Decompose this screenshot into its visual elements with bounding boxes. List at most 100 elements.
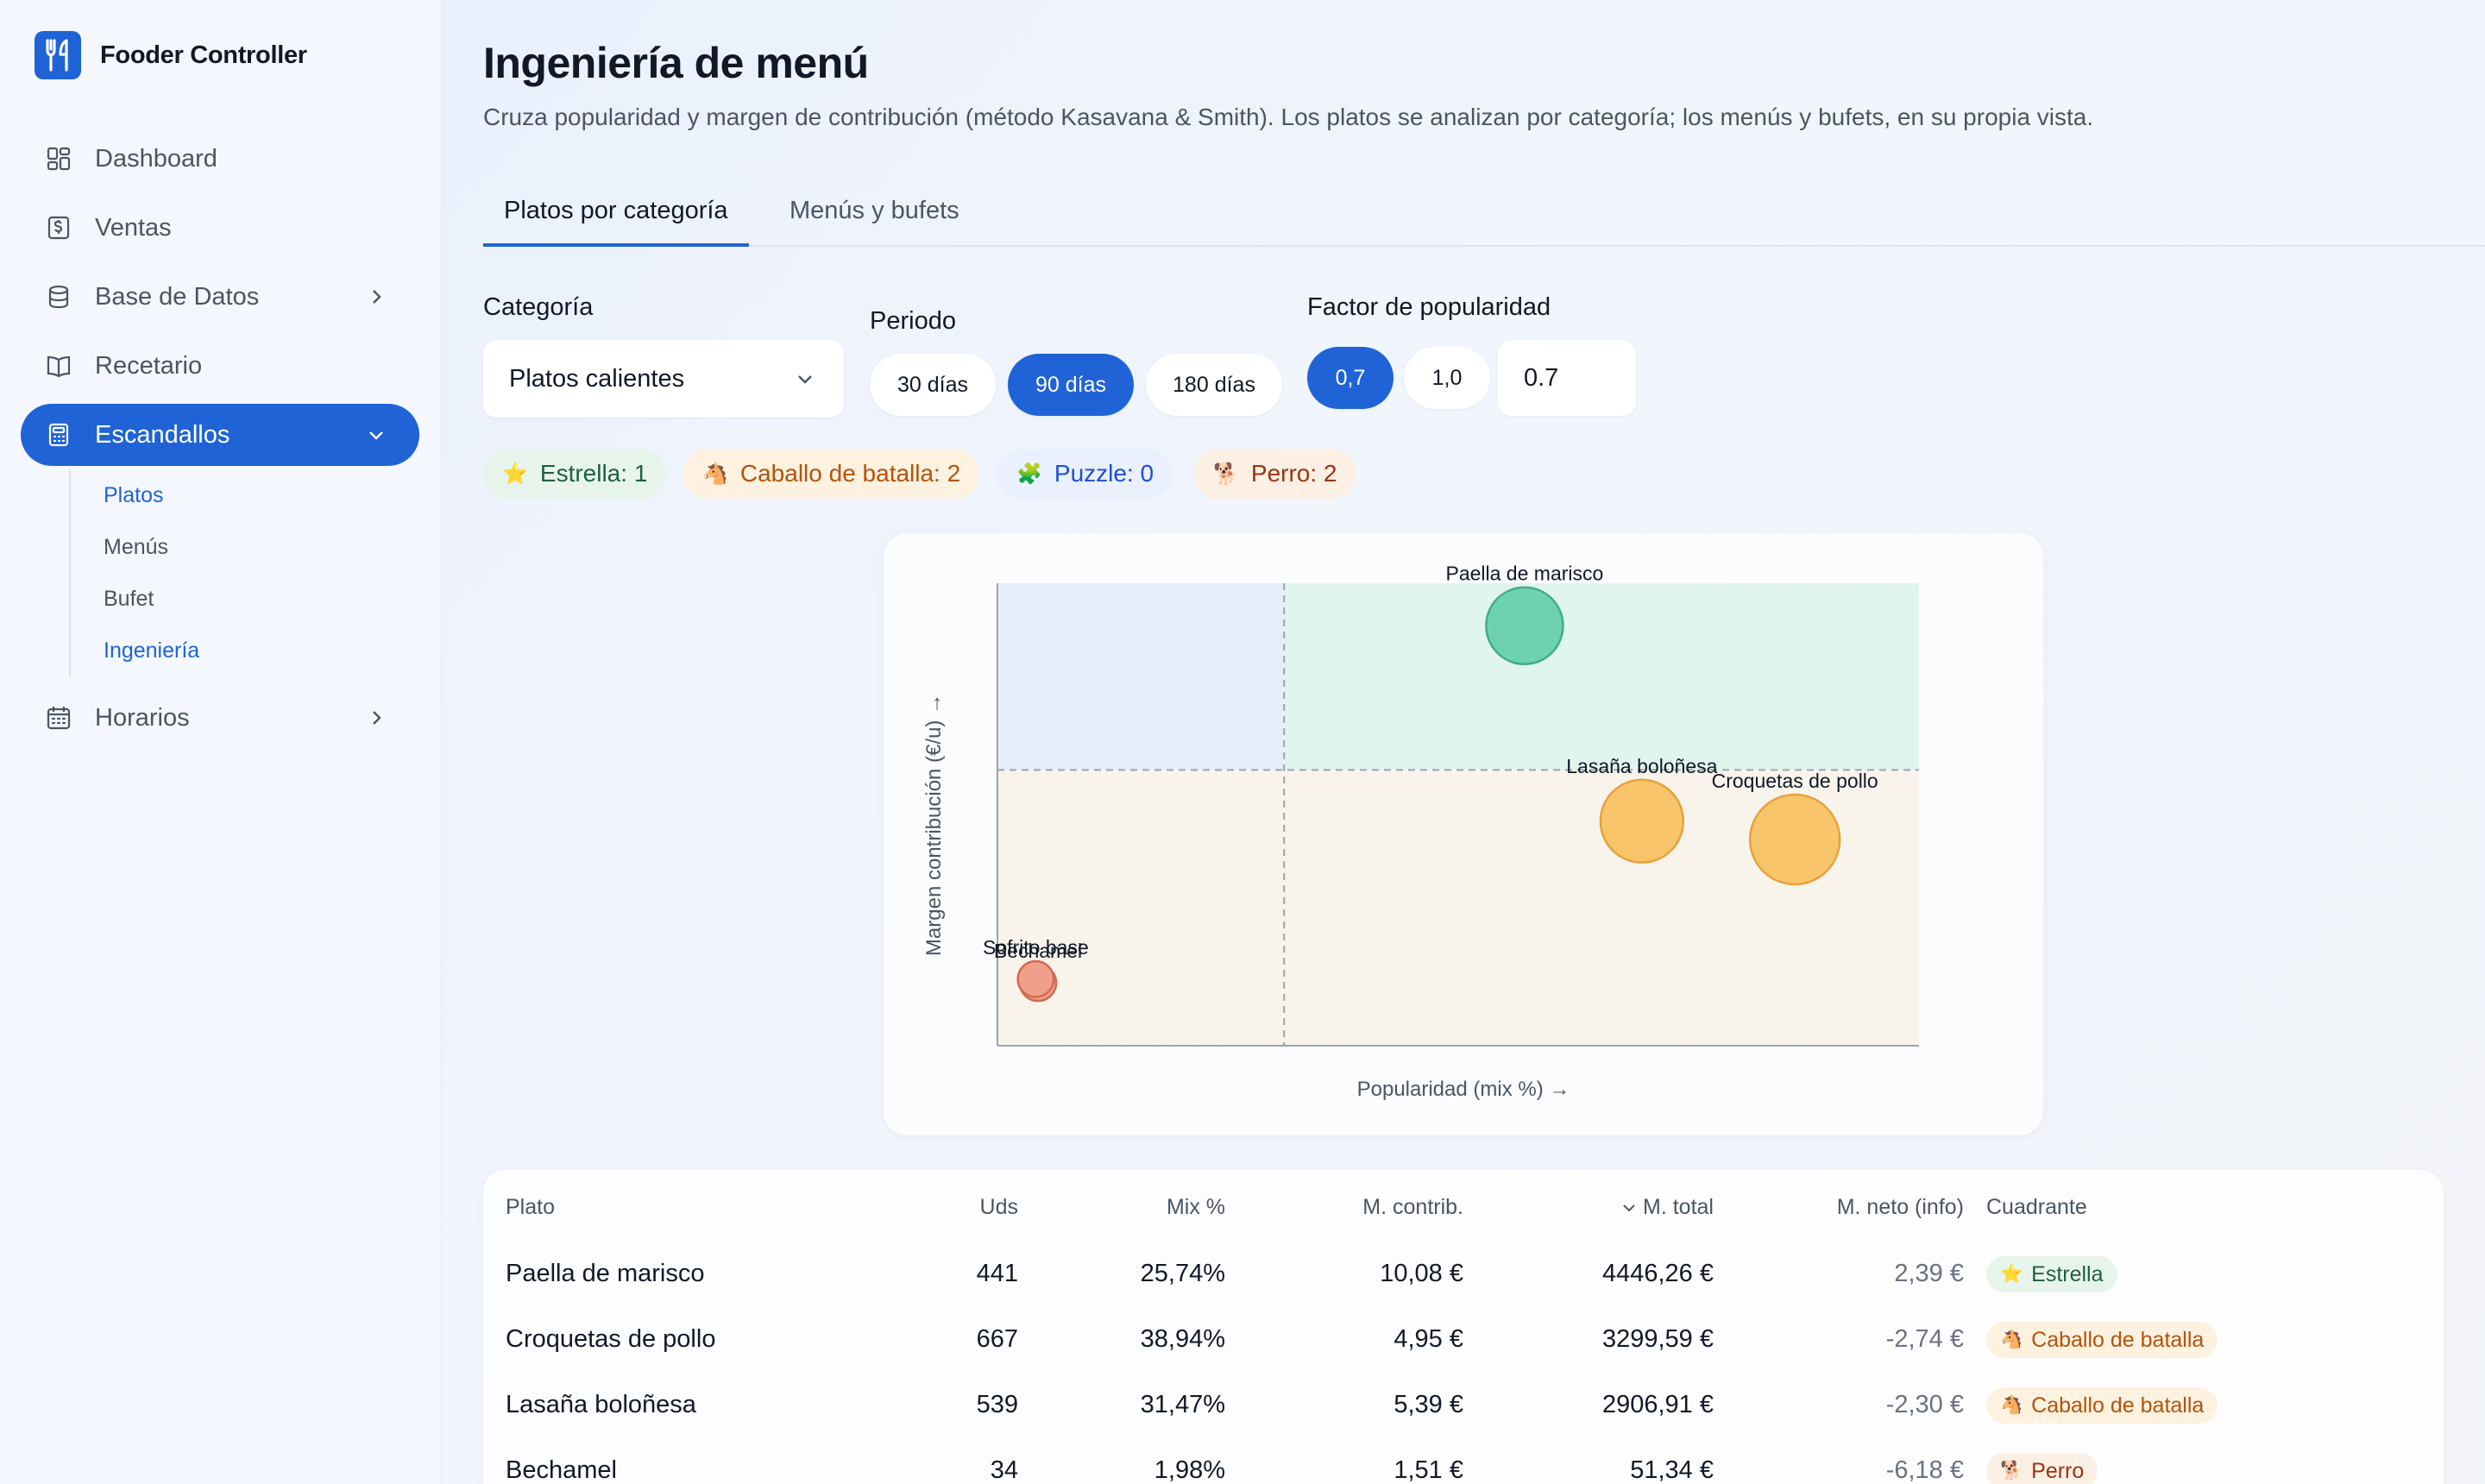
bubble-label: Bechamel bbox=[994, 940, 1082, 962]
sidebar-nav: Dashboard Ventas Base de Datos bbox=[21, 128, 419, 756]
category-select[interactable]: Platos calientes bbox=[483, 340, 844, 418]
column-header-uds[interactable]: Uds bbox=[979, 1195, 1018, 1219]
subnav-item-bufet[interactable]: Bufet bbox=[104, 587, 154, 611]
quadrant-icon: 🐕 bbox=[2000, 1461, 2023, 1481]
sort-desc-icon bbox=[1623, 1204, 1635, 1212]
chevron-right-icon bbox=[373, 711, 381, 725]
dog-icon: 🐕 bbox=[1213, 462, 1239, 486]
page-subtitle: Cruza popularidad y margen de contribuci… bbox=[483, 104, 2094, 130]
quadrant-label: Perro bbox=[2031, 1458, 2085, 1483]
sidebar-item-ventas[interactable]: Ventas bbox=[21, 197, 419, 259]
table-row[interactable]: Lasaña boloñesa 539 31,47% 5,39 € 2906,91 € -… bbox=[483, 1372, 2444, 1437]
period-30-button[interactable]: 30 días bbox=[870, 354, 996, 416]
sidebar-item-label: Escandallos bbox=[95, 420, 230, 449]
dishes-table: Plato Uds Mix % M. contrib. M. total M. … bbox=[483, 1170, 2444, 1484]
cell-mix: 31,47% bbox=[1140, 1391, 1225, 1418]
cell-uds: 667 bbox=[976, 1325, 1018, 1353]
sidebar-item-dashboard[interactable]: Dashboard bbox=[21, 128, 419, 190]
category-value: Platos calientes bbox=[509, 364, 685, 393]
factor-0-7-button[interactable]: 0,7 bbox=[1307, 347, 1393, 409]
cell-mix: 38,94% bbox=[1140, 1325, 1225, 1353]
column-header-mix[interactable]: Mix % bbox=[1166, 1195, 1225, 1219]
quadrant-badge: 🐴 Caballo de batalla bbox=[1986, 1387, 2218, 1424]
calculator-icon bbox=[45, 421, 72, 449]
column-header-plato[interactable]: Plato bbox=[506, 1195, 555, 1219]
bubble-label: Paella de marisco bbox=[1445, 563, 1603, 585]
subnav-item-ingenieria[interactable]: Ingeniería bbox=[104, 638, 200, 663]
dollar-receipt-icon bbox=[45, 214, 72, 242]
cell-m-neto: -6,18 € bbox=[1885, 1456, 1964, 1484]
y-axis-label: Margen contribución (€/u) → bbox=[922, 694, 946, 956]
bubble-sofrito-base bbox=[1016, 959, 1055, 998]
table-row[interactable]: Paella de marisco 441 25,74% 10,08 € 4446,26… bbox=[483, 1241, 2444, 1306]
quadrant-badge: 🐕 Perro bbox=[1986, 1453, 2098, 1484]
tabs: Platos por categoría Menús y bufets bbox=[483, 181, 2485, 247]
quadrant-icon: 🐴 bbox=[2000, 1330, 2023, 1349]
horse-icon: 🐴 bbox=[702, 462, 728, 486]
table-row[interactable]: Croquetas de pollo 667 38,94% 4,95 € 3299,59… bbox=[483, 1306, 2444, 1372]
x-axis-label: Popularidad (mix %) → bbox=[1357, 1078, 1570, 1101]
cell-m-neto: -2,74 € bbox=[1885, 1325, 1964, 1353]
tab-menus-y-bufets[interactable]: Menús y bufets bbox=[790, 197, 959, 224]
column-header-cuadrante[interactable]: Cuadrante bbox=[1986, 1195, 2087, 1219]
bubble-label: Lasaña boloñesa bbox=[1566, 755, 1717, 777]
summary-badge-caballo: 🐴 Caballo de batalla: 2 bbox=[683, 449, 980, 499]
quadrant-label: Estrella bbox=[2031, 1261, 2104, 1286]
quadrant-badge: 🐴 Caballo de batalla bbox=[1986, 1322, 2218, 1358]
bubble-croquetas-de-pollo bbox=[1748, 793, 1841, 886]
cell-m-total: 3299,59 € bbox=[1601, 1325, 1714, 1353]
tab-platos-por-categoria[interactable]: Platos por categoría bbox=[483, 197, 749, 247]
cell-mix: 1,98% bbox=[1154, 1456, 1225, 1484]
sidebar-item-horarios[interactable]: Horarios bbox=[21, 687, 419, 749]
column-header-m-total[interactable]: M. total bbox=[1475, 1185, 1714, 1229]
summary-badge-perro: 🐕 Perro: 2 bbox=[1194, 449, 1356, 499]
bubble-lasaña-boloñesa bbox=[1599, 778, 1685, 864]
period-180-button[interactable]: 180 días bbox=[1146, 354, 1282, 416]
quadrant-icon: ⭐ bbox=[2000, 1264, 2023, 1284]
cell-plato: Croquetas de pollo bbox=[506, 1325, 716, 1353]
cell-uds: 34 bbox=[990, 1456, 1018, 1484]
chevron-right-icon bbox=[373, 290, 381, 304]
cell-m-contrib: 1,51 € bbox=[1393, 1456, 1463, 1484]
page-title: Ingeniería de menú bbox=[483, 39, 869, 87]
main-content: Ingeniería de menú Cruza popularidad y m… bbox=[442, 0, 2485, 1484]
menu-engineering-chart: Paella de marisco Croquetas de pollo Lasañ… bbox=[884, 533, 2043, 1135]
quadrant-icon: 🐴 bbox=[2000, 1395, 2023, 1415]
scatter-chart-svg: Paella de marisco Croquetas de polloLasañ… bbox=[922, 563, 1919, 1101]
table-row[interactable]: Bechamel 34 1,98% 1,51 € 51,34 € -6,18 € 🐕 Perr… bbox=[483, 1437, 2444, 1484]
cell-m-total: 2906,91 € bbox=[1601, 1391, 1714, 1418]
fork-knife-logo-icon bbox=[35, 31, 81, 79]
summary-badge-text: Caballo de batalla: 2 bbox=[739, 460, 961, 487]
cell-plato: Bechamel bbox=[506, 1456, 617, 1484]
bubble-label: Sofrito base bbox=[983, 936, 1089, 959]
period-90-button[interactable]: 90 días bbox=[1008, 354, 1134, 416]
subnav-item-platos[interactable]: Platos bbox=[104, 483, 164, 507]
column-header-m-neto[interactable]: M. neto (info) bbox=[1836, 1195, 1964, 1219]
cell-mix: 25,74% bbox=[1140, 1260, 1225, 1287]
quadrant-badge: ⭐ Estrella bbox=[1986, 1256, 2117, 1292]
cell-m-total: 4446,26 € bbox=[1601, 1260, 1714, 1287]
period-label: Periodo bbox=[870, 307, 956, 335]
sidebar-item-label: Base de Datos bbox=[95, 282, 260, 311]
chevron-down-icon bbox=[798, 375, 812, 384]
popularity-factor-input[interactable] bbox=[1498, 340, 1636, 416]
summary-badge-estrella: ⭐ Estrella: 1 bbox=[483, 449, 667, 499]
column-header-m-contrib[interactable]: M. contrib. bbox=[1362, 1195, 1463, 1219]
dashboard-icon bbox=[45, 145, 72, 173]
summary-badge-text: Puzzle: 0 bbox=[1054, 460, 1154, 487]
calendar-icon bbox=[45, 704, 72, 732]
brand[interactable]: Fooder Controller bbox=[35, 29, 307, 81]
cell-m-contrib: 4,95 € bbox=[1393, 1325, 1463, 1353]
factor-1-0-button[interactable]: 1,0 bbox=[1404, 347, 1490, 409]
cell-plato: Lasaña boloñesa bbox=[506, 1391, 696, 1418]
cell-plato: Paella de marisco bbox=[506, 1260, 705, 1287]
sidebar-item-escandallos[interactable]: Escandallos bbox=[21, 404, 419, 466]
sidebar-item-recetario[interactable]: Recetario bbox=[21, 335, 419, 397]
cell-m-contrib: 5,39 € bbox=[1393, 1391, 1463, 1418]
subnav-item-menus[interactable]: Menús bbox=[104, 535, 169, 559]
sidebar-item-base-de-datos[interactable]: Base de Datos bbox=[21, 266, 419, 328]
summary-badge-text: Estrella: 1 bbox=[539, 460, 648, 487]
cell-uds: 539 bbox=[976, 1391, 1018, 1418]
sidebar-item-label: Dashboard bbox=[95, 144, 217, 173]
cell-m-contrib: 10,08 € bbox=[1380, 1260, 1463, 1287]
